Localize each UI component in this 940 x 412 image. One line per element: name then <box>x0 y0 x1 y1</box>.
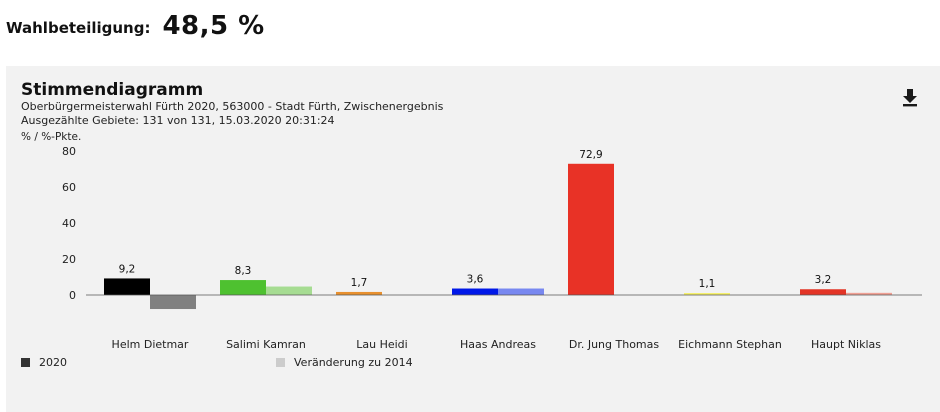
download-icon <box>903 89 917 107</box>
legend-label-change: Veränderung zu 2014 <box>294 356 413 369</box>
data-label-2: 1,7 <box>351 277 368 289</box>
legend-item-2020[interactable]: 2020 <box>21 356 67 369</box>
y-tick-label: 60 <box>62 181 76 194</box>
turnout-label: Wahlbeteiligung: <box>6 19 151 37</box>
bar-change-3 <box>498 288 544 295</box>
y-tick-label: 0 <box>69 289 76 302</box>
bar-2020-4 <box>568 163 614 295</box>
turnout-value: 48,5 % <box>162 11 265 41</box>
category-label-4: Dr. Jung Thomas <box>569 338 660 351</box>
data-label-5: 1,1 <box>699 278 716 290</box>
bar-change-1 <box>266 286 312 295</box>
data-label-6: 3,2 <box>815 274 832 286</box>
category-label-3: Haas Andreas <box>460 338 536 351</box>
chart-title: Stimmendiagramm <box>21 80 204 100</box>
chart-legend: 2020 Veränderung zu 2014 <box>6 356 940 376</box>
legend-swatch-2020 <box>21 358 30 367</box>
bar-2020-2 <box>336 291 382 295</box>
y-tick-label: 40 <box>62 217 76 230</box>
chart-subtitle: Oberbürgermeisterwahl Fürth 2020, 563000… <box>21 100 444 113</box>
bar-2020-6 <box>800 289 846 295</box>
bar-chart: 80 60 40 20 0 9,2 Helm Dietmar 8,3 Salimi Kamran… <box>62 145 922 351</box>
bar-2020-1 <box>220 280 266 295</box>
legend-item-change[interactable]: Veränderung zu 2014 <box>276 356 413 369</box>
legend-label-2020: 2020 <box>39 356 67 369</box>
category-label-2: Lau Heidi <box>356 338 407 351</box>
category-label-6: Haupt Niklas <box>811 338 881 351</box>
data-label-4: 72,9 <box>579 149 602 161</box>
bar-2020-3 <box>452 288 498 295</box>
category-label-0: Helm Dietmar <box>112 338 189 351</box>
bar-2020-5 <box>684 293 730 295</box>
data-label-3: 3,6 <box>467 274 484 286</box>
data-label-1: 8,3 <box>235 265 252 277</box>
turnout-summary: Wahlbeteiligung: 48,5 % <box>6 6 265 46</box>
bar-2020-0 <box>104 278 150 295</box>
chart-subtitle-counted: Ausgezählte Gebiete: 131 von 131, 15.03.… <box>21 114 335 127</box>
y-axis-label: % / %-Pkte. <box>21 131 82 143</box>
chart-panel: Stimmendiagramm Oberbürgermeisterwahl Fü… <box>6 66 940 412</box>
y-tick-label: 20 <box>62 253 76 266</box>
category-label-1: Salimi Kamran <box>226 338 306 351</box>
bar-change-6 <box>846 292 892 295</box>
data-label-0: 9,2 <box>119 263 136 275</box>
download-button[interactable] <box>899 86 921 108</box>
legend-swatch-change <box>276 358 285 367</box>
category-label-5: Eichmann Stephan <box>678 338 782 351</box>
bar-change-0 <box>150 295 196 310</box>
y-tick-label: 80 <box>62 145 76 158</box>
